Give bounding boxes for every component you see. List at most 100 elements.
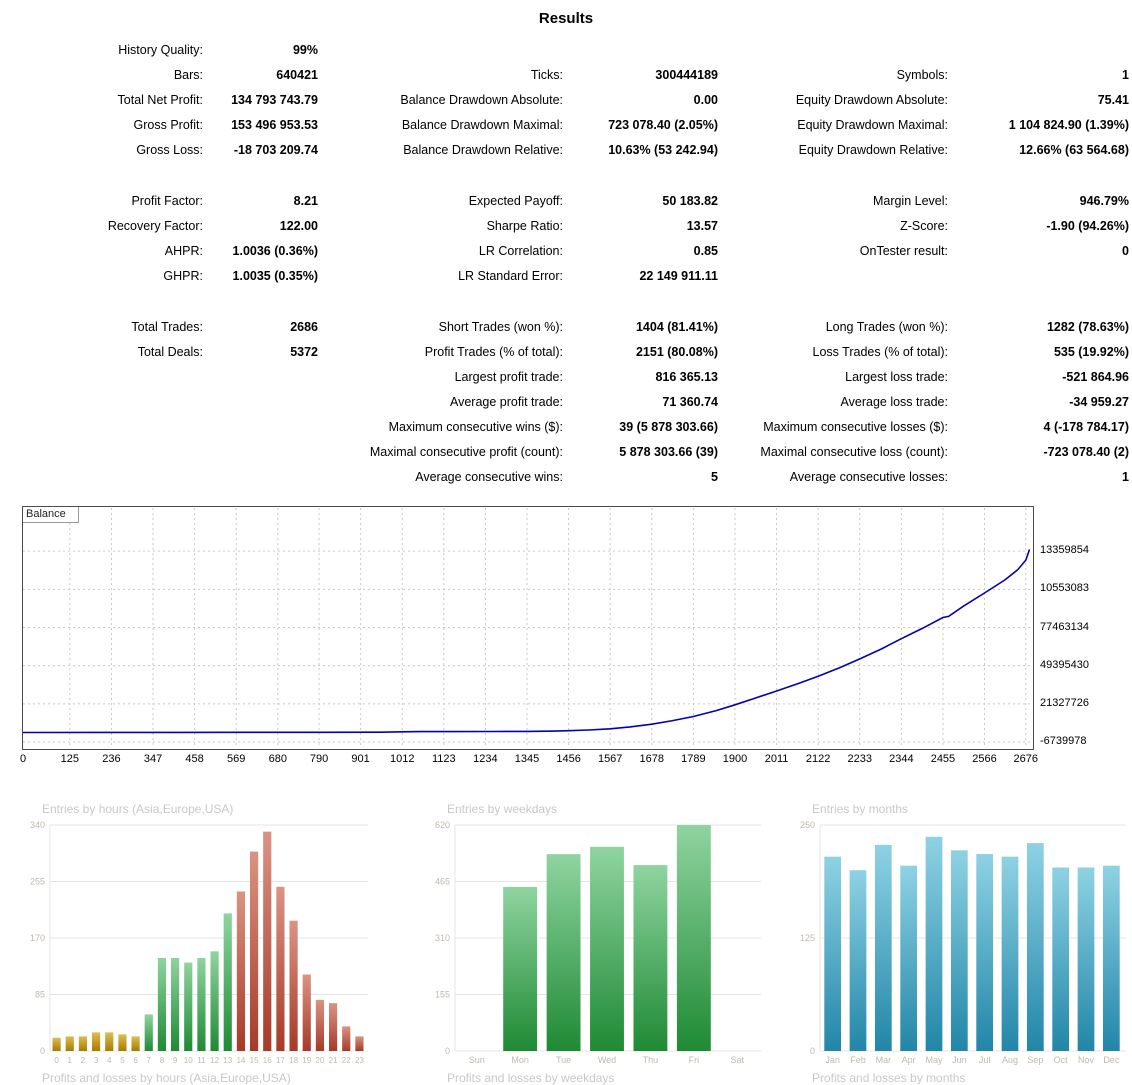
stat-label: Margin Level: [872,194,948,208]
stat-value: 1282 (78.63%) [1046,320,1129,334]
svg-text:125: 125 [800,933,815,943]
svg-text:340: 340 [30,820,45,830]
svg-text:5: 5 [120,1056,125,1065]
stat-label: Gross Profit: [133,118,203,132]
stat-label: LR Standard Error: [458,269,563,283]
stat-value: -34 959.27 [1069,395,1129,409]
stat-value: -18 703 209.74 [233,143,318,157]
bar-Aug [1001,856,1019,1051]
bar-13 [223,913,232,1051]
svg-text:8: 8 [160,1056,165,1065]
svg-text:Sat: Sat [731,1055,745,1065]
bar-5 [118,1034,127,1051]
stat-value: 22 149 911.11 [639,269,718,283]
svg-text:0: 0 [810,1046,815,1056]
stat-value: 5 878 303.66 (39) [619,445,718,459]
stat-label: AHPR: [164,244,203,258]
bar-Mon [503,886,538,1051]
svg-text:255: 255 [30,877,45,887]
svg-text:Feb: Feb [850,1055,866,1065]
svg-text:155: 155 [435,990,450,1000]
stat-label [318,38,563,63]
balance-x-label: 1789 [681,753,706,765]
svg-text:17: 17 [276,1056,285,1065]
stat-label: Sharpe Ratio: [486,219,563,233]
bar-16 [263,831,272,1051]
stat-value [948,264,1129,289]
balance-x-label: 680 [268,753,287,765]
balance-line [23,549,1031,734]
stat-value [203,390,318,415]
bar-12 [210,951,219,1051]
stat-label: GHPR: [163,269,203,283]
stat-value: 50 183.82 [662,194,718,208]
balance-line-svg [23,508,1031,746]
svg-text:Jan: Jan [825,1055,840,1065]
svg-text:May: May [925,1055,943,1065]
stat-value: 134 793 743.79 [231,93,318,107]
stat-label [3,465,203,490]
bar-18 [289,920,298,1051]
stat-label: Short Trades (won %): [438,320,563,334]
page-title: Results [538,10,594,27]
stat-value: 2151 (80.08%) [635,345,718,359]
stat-label: Average profit trade: [449,395,563,409]
entries-by-weekdays-title: Entries by weekdays [447,802,558,816]
balance-x-label: 458 [185,753,204,765]
bar-Fri [676,825,711,1051]
svg-text:15: 15 [250,1056,259,1065]
balance-y-label: 49395430 [1040,658,1089,671]
stat-value: 13.57 [686,219,718,233]
entries-by-hours-title: Entries by hours (Asia,Europe,USA) [42,802,234,816]
stat-label: Expected Payoff: [468,194,563,208]
bar-Jun [950,850,968,1051]
entries-by-months-svg: 250 125 0 Jan Feb Mar Apr May Jun Jul Aug Sep Oct Nov… [800,820,1126,1065]
svg-text:0: 0 [40,1046,45,1056]
svg-text:0: 0 [54,1056,59,1065]
svg-text:Sep: Sep [1027,1055,1043,1065]
stat-label: Total Trades: [131,320,203,334]
balance-x-label: 1678 [639,753,665,765]
svg-text:Nov: Nov [1078,1055,1095,1065]
stat-value: 10.63% (53 242.94) [608,143,718,157]
stat-label: Maximum consecutive wins ($): [388,420,563,434]
stat-value: 1 [1122,470,1129,484]
stat-value [203,365,318,390]
stat-value: 1.0036 (0.36%) [232,244,318,258]
balance-y-label: 21327726 [1040,696,1089,709]
stat-label: Balance Drawdown Absolute: [400,93,563,107]
stat-label [3,415,203,440]
stat-value: 99% [292,43,318,57]
balance-y-label: -6739978 [1040,735,1087,748]
svg-text:Fri: Fri [689,1055,700,1065]
bar-8 [157,957,166,1051]
svg-text:6: 6 [133,1056,138,1065]
stat-label [718,38,948,63]
stat-value: 71 360.74 [662,395,718,409]
bar-3 [92,1032,101,1051]
stat-label: Largest loss trade: [845,370,948,384]
balance-x-axis: 0 125 236 347 458 569 680 790 901 1012 1123 1234 134… [20,753,1038,769]
stat-label: History Quality: [118,43,203,57]
svg-text:20: 20 [315,1056,324,1065]
bar-6 [131,1036,140,1051]
svg-text:18: 18 [289,1056,298,1065]
svg-text:Sun: Sun [469,1055,485,1065]
svg-text:3: 3 [94,1056,99,1065]
svg-text:170: 170 [30,933,45,943]
stat-label [3,390,203,415]
stat-label: Total Deals: [137,345,203,359]
stat-value [948,38,1129,63]
row-spacer [3,289,1129,315]
balance-x-label: 569 [227,753,246,765]
svg-text:465: 465 [435,877,450,887]
stat-value: 1.0035 (0.35%) [232,269,318,283]
bar-Jul [976,853,994,1051]
bar-Feb [849,870,867,1051]
balance-x-label: 2233 [847,753,872,765]
entries-by-months-chart: Entries by months 250 125 0 Jan Feb Mar Apr May… [790,802,1128,1074]
svg-text:22: 22 [342,1056,351,1065]
bar-Oct [1052,867,1070,1051]
stat-value: -521 864.96 [1062,370,1129,384]
